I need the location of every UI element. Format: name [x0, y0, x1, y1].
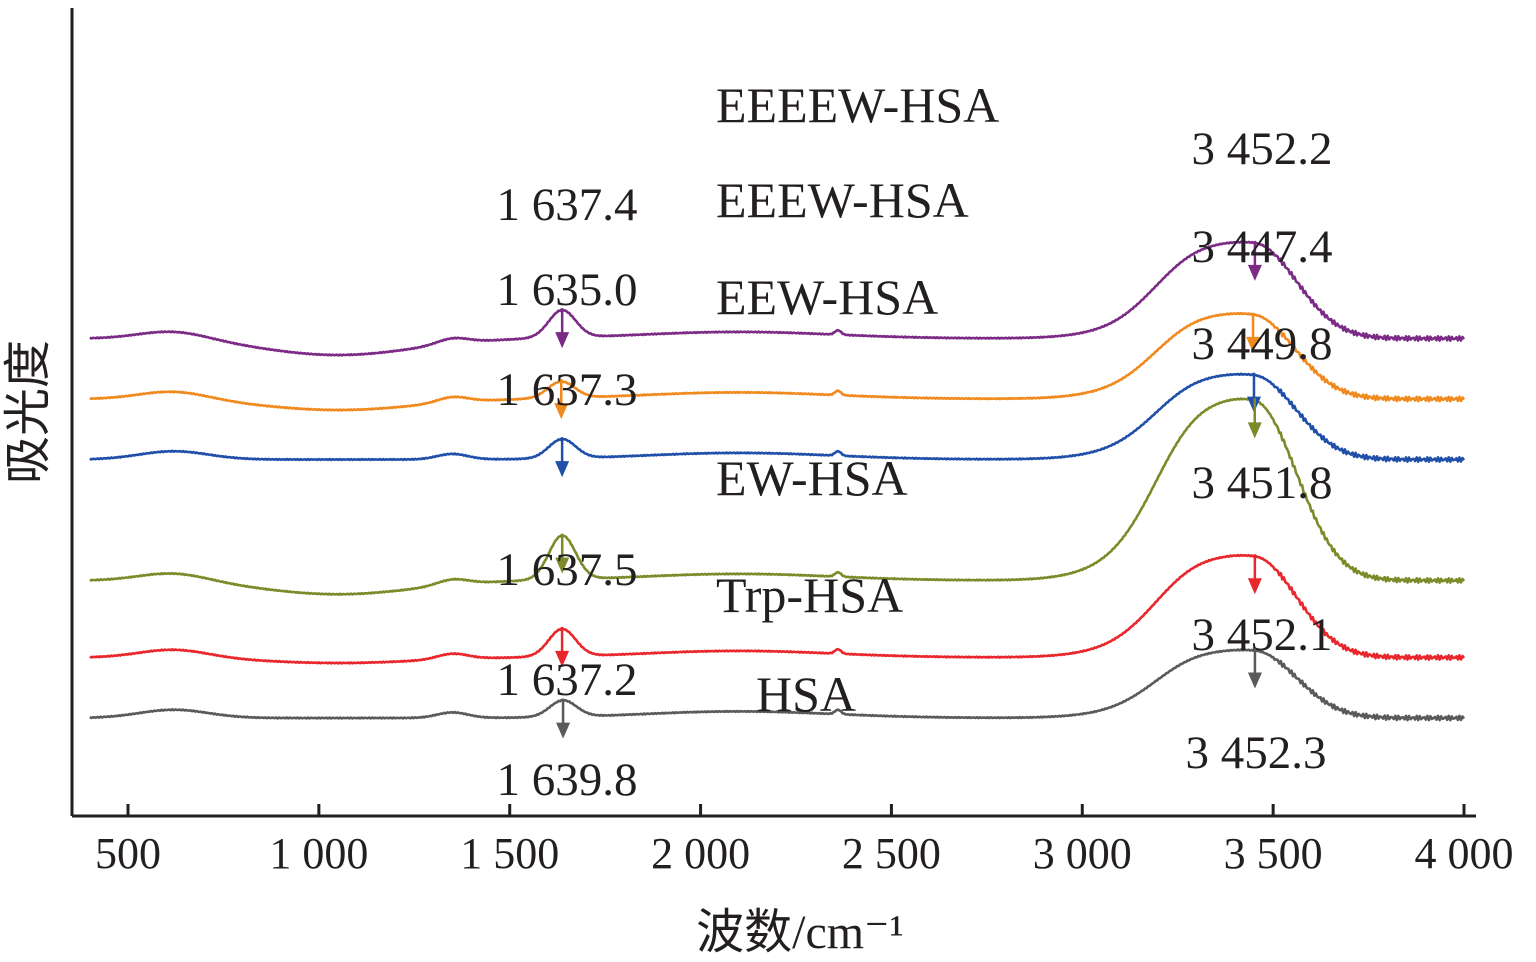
peak-label: 1 637.5 — [497, 544, 638, 596]
peak-label: 1 637.2 — [497, 654, 638, 706]
series-label: HSA — [756, 666, 856, 722]
peak-arrow-head — [1247, 578, 1262, 595]
peak-arrow-head — [555, 461, 570, 478]
x-tick-label: 3 500 — [1224, 829, 1323, 878]
peak-label: 3 452.2 — [1192, 123, 1333, 175]
x-axis-title: 波数/cm⁻¹ — [696, 906, 904, 957]
x-tick-label: 2 000 — [651, 829, 750, 878]
series-label: EEEEW-HSA — [716, 77, 999, 133]
x-tick-label: 3 000 — [1033, 829, 1132, 878]
peak-arrow-head — [554, 403, 569, 420]
series-labels: EEEEW-HSA EEEW-HSA EEW-HSA EW-HSA Trp-HSA HSA — [716, 77, 999, 722]
spectrum-line — [89, 648, 1466, 722]
spectrum-line — [89, 397, 1466, 597]
x-tick-label: 2 500 — [842, 829, 941, 878]
peak-arrow-head — [1246, 336, 1261, 353]
x-ticks: 500 1 000 1 500 2 000 2 500 3 000 3 500 4 000 — [95, 804, 1514, 878]
peak-arrow-head — [555, 557, 570, 574]
peak-arrow-head — [1247, 422, 1262, 439]
x-tick-label: 1 500 — [460, 829, 559, 878]
spectra — [89, 240, 1466, 722]
y-axis-title: 吸光度 — [2, 340, 55, 484]
series-label: EEW-HSA — [716, 269, 938, 325]
series-label: Trp-HSA — [716, 567, 903, 623]
peak-label: 3 452.3 — [1186, 727, 1327, 779]
peak-annotations: 1 637.4 3 452.2 1 635.0 3 447.4 1 637.3 3 449… — [497, 123, 1333, 806]
x-tick-label: 4 000 — [1415, 829, 1514, 878]
spectrum-line — [89, 240, 1466, 357]
peak-arrow-head — [1247, 672, 1262, 689]
peak-label: 1 639.8 — [497, 754, 638, 806]
x-tick-label: 500 — [95, 829, 161, 878]
peak-arrow-head — [556, 722, 571, 739]
peak-label: 3 452.1 — [1192, 609, 1333, 661]
peak-label: 1 637.4 — [497, 179, 638, 231]
series-label: EW-HSA — [716, 450, 908, 506]
spectrum-line — [89, 372, 1466, 463]
series-label: EEEW-HSA — [716, 172, 969, 228]
peak-label: 1 635.0 — [497, 264, 638, 316]
peak-arrow-head — [555, 650, 570, 667]
spectrum-line — [89, 311, 1466, 412]
peak-label: 3 447.4 — [1192, 221, 1333, 273]
x-tick-label: 1 000 — [269, 829, 368, 878]
spectrum-line — [89, 553, 1466, 665]
peak-arrow-head — [1247, 264, 1262, 281]
peak-label: 3 451.8 — [1192, 457, 1333, 509]
peak-arrow-head — [555, 332, 570, 349]
peak-label: 1 637.3 — [497, 364, 638, 416]
peak-label: 3 449.8 — [1192, 318, 1333, 370]
axes — [70, 8, 1476, 818]
